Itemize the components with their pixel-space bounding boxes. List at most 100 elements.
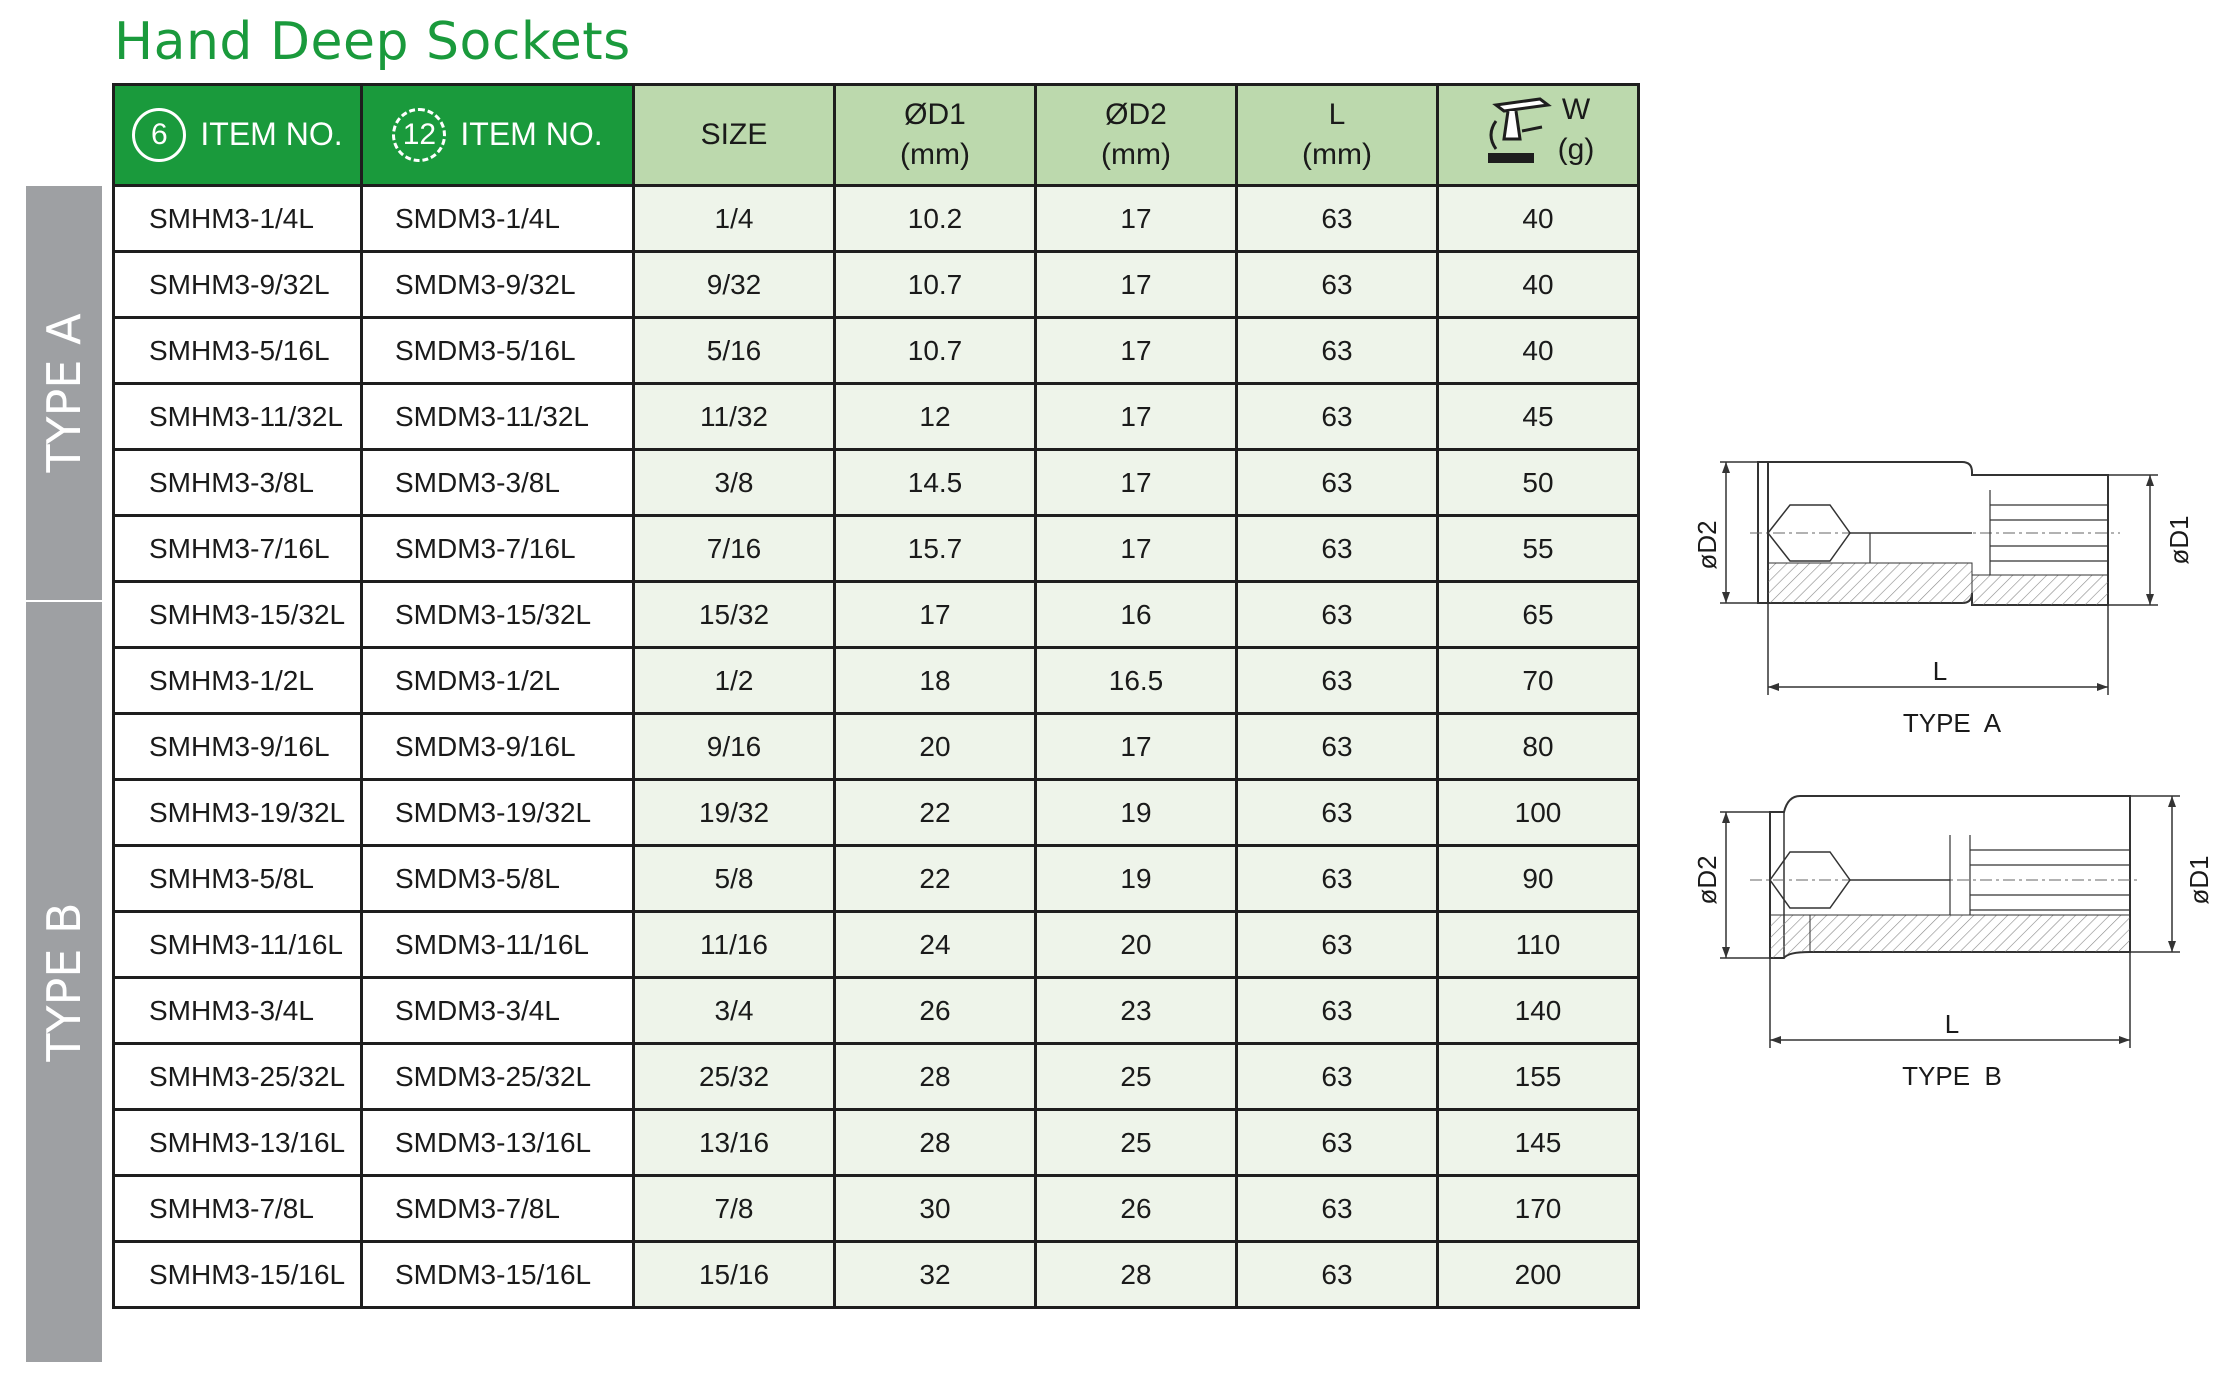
item-no-6-cell: SMHM3-1/2L <box>112 646 363 715</box>
size-cell: 3/4 <box>632 976 836 1045</box>
item-no-12-cell: SMDM3-3/4L <box>360 976 635 1045</box>
d1-cell: 28 <box>833 1042 1037 1111</box>
weight-cell: 145 <box>1436 1108 1640 1177</box>
length-cell: 63 <box>1235 910 1439 979</box>
item-no-6-cell: SMHM3-3/8L <box>112 448 363 517</box>
weight-cell: 45 <box>1436 382 1640 451</box>
size-cell: 1/2 <box>632 646 836 715</box>
weight-cell: 110 <box>1436 910 1640 979</box>
length-cell: 63 <box>1235 1108 1439 1177</box>
d1-cell: 14.5 <box>833 448 1037 517</box>
table-row: SMHM3-9/16L SMDM3-9/16L 9/16 20 17 63 80 <box>112 712 1640 781</box>
item-no-6-cell: SMHM3-13/16L <box>112 1108 363 1177</box>
item-no-6-cell: SMHM3-15/32L <box>112 580 363 649</box>
item-no-6-cell: SMHM3-25/32L <box>112 1042 363 1111</box>
weight-cell: 155 <box>1436 1042 1640 1111</box>
d1-cell: 17 <box>833 580 1037 649</box>
length-cell: 63 <box>1235 580 1439 649</box>
d2-cell: 25 <box>1034 1108 1238 1177</box>
d2-cell: 25 <box>1034 1042 1238 1111</box>
item-no-12-cell: SMDM3-1/4L <box>360 184 635 253</box>
length-cell: 63 <box>1235 1240 1439 1309</box>
d1-cell: 15.7 <box>833 514 1037 583</box>
d2-cell: 17 <box>1034 514 1238 583</box>
size-cell: 1/4 <box>632 184 836 253</box>
item-no-12-cell: SMDM3-7/16L <box>360 514 635 583</box>
size-cell: 9/16 <box>632 712 836 781</box>
item-no-6-cell: SMHM3-11/32L <box>112 382 363 451</box>
d2-cell: 16 <box>1034 580 1238 649</box>
d2-cell: 17 <box>1034 250 1238 319</box>
d1-cell: 18 <box>833 646 1037 715</box>
weight-cell: 80 <box>1436 712 1640 781</box>
length-cell: 63 <box>1235 382 1439 451</box>
item-no-12-cell: SMDM3-9/32L <box>360 250 635 319</box>
header-item-no-6: 6 ITEM NO. <box>112 83 363 187</box>
item-no-12-cell: SMDM3-1/2L <box>360 646 635 715</box>
length-cell: 63 <box>1235 1042 1439 1111</box>
size-cell: 7/16 <box>632 514 836 583</box>
d2-cell: 17 <box>1034 448 1238 517</box>
length-cell: 63 <box>1235 646 1439 715</box>
item-no-6-cell: SMHM3-15/16L <box>112 1240 363 1309</box>
sidebar-divider <box>26 600 102 602</box>
item-no-12-cell: SMDM3-7/8L <box>360 1174 635 1243</box>
d1-cell: 32 <box>833 1240 1037 1309</box>
item-no-12-cell: SMDM3-13/16L <box>360 1108 635 1177</box>
table-row: SMHM3-3/4L SMDM3-3/4L 3/4 26 23 63 140 <box>112 976 1640 1045</box>
table-header-row: 6 ITEM NO. 12 ITEM NO. SIZE ØD1 (mm) ØD <box>112 83 1640 187</box>
d2-cell: 17 <box>1034 712 1238 781</box>
length-cell: 63 <box>1235 844 1439 913</box>
weight-cell: 170 <box>1436 1174 1640 1243</box>
d2-cell: 17 <box>1034 382 1238 451</box>
item-no-6-cell: SMHM3-19/32L <box>112 778 363 847</box>
item-no-12-cell: SMDM3-19/32L <box>360 778 635 847</box>
table-row: SMHM3-3/8L SMDM3-3/8L 3/8 14.5 17 63 50 <box>112 448 1640 517</box>
d2-cell: 19 <box>1034 844 1238 913</box>
header-l: L (mm) <box>1235 83 1439 187</box>
table-row: SMHM3-1/2L SMDM3-1/2L 1/2 18 16.5 63 70 <box>112 646 1640 715</box>
item-no-6-cell: SMHM3-7/8L <box>112 1174 363 1243</box>
header-d1-unit: (mm) <box>900 138 970 171</box>
table-row: SMHM3-15/16L SMDM3-15/16L 15/16 32 28 63 200 <box>112 1240 1640 1309</box>
length-cell: 63 <box>1235 184 1439 253</box>
item-no-12-cell: SMDM3-3/8L <box>360 448 635 517</box>
d2-cell: 17 <box>1034 184 1238 253</box>
type-b-l-label: L <box>1945 1009 1959 1039</box>
size-cell: 15/16 <box>632 1240 836 1309</box>
item-no-6-cell: SMHM3-11/16L <box>112 910 363 979</box>
length-cell: 63 <box>1235 976 1439 1045</box>
header-d2: ØD2 (mm) <box>1034 83 1238 187</box>
header-d1: ØD1 (mm) <box>833 83 1037 187</box>
length-cell: 63 <box>1235 316 1439 385</box>
type-b-caption: TYPE B <box>1902 1061 2002 1091</box>
type-b-d1-label: øD1 <box>2184 855 2214 904</box>
type-a-label: TYPE A <box>37 313 91 473</box>
table-row: SMHM3-25/32L SMDM3-25/32L 25/32 28 25 63 155 <box>112 1042 1640 1111</box>
page-title: Hand Deep Sockets <box>114 12 631 72</box>
type-b-label: TYPE B <box>37 902 91 1062</box>
weight-cell: 55 <box>1436 514 1640 583</box>
item-no-12-cell: SMDM3-11/16L <box>360 910 635 979</box>
table-row: SMHM3-13/16L SMDM3-13/16L 13/16 28 25 63 145 <box>112 1108 1640 1177</box>
item-no-6-cell: SMHM3-1/4L <box>112 184 363 253</box>
weight-cell: 40 <box>1436 250 1640 319</box>
d1-cell: 24 <box>833 910 1037 979</box>
table-row: SMHM3-7/8L SMDM3-7/8L 7/8 30 26 63 170 <box>112 1174 1640 1243</box>
table-row: SMHM3-9/32L SMDM3-9/32L 9/32 10.7 17 63 40 <box>112 250 1640 319</box>
d2-cell: 26 <box>1034 1174 1238 1243</box>
weight-cell: 40 <box>1436 184 1640 253</box>
header-l-unit: (mm) <box>1302 138 1372 171</box>
item-no-12-cell: SMDM3-5/8L <box>360 844 635 913</box>
item-no-12-cell: SMDM3-15/16L <box>360 1240 635 1309</box>
length-cell: 63 <box>1235 712 1439 781</box>
item-no-6-cell: SMHM3-3/4L <box>112 976 363 1045</box>
d2-cell: 20 <box>1034 910 1238 979</box>
weight-cell: 40 <box>1436 316 1640 385</box>
scale-icon <box>1487 97 1552 163</box>
header-w: W (g) <box>1436 83 1640 187</box>
type-b-d2-label: øD2 <box>1692 855 1722 904</box>
d1-cell: 28 <box>833 1108 1037 1177</box>
type-a-l-label: L <box>1933 656 1947 686</box>
item-no-12-cell: SMDM3-11/32L <box>360 382 635 451</box>
